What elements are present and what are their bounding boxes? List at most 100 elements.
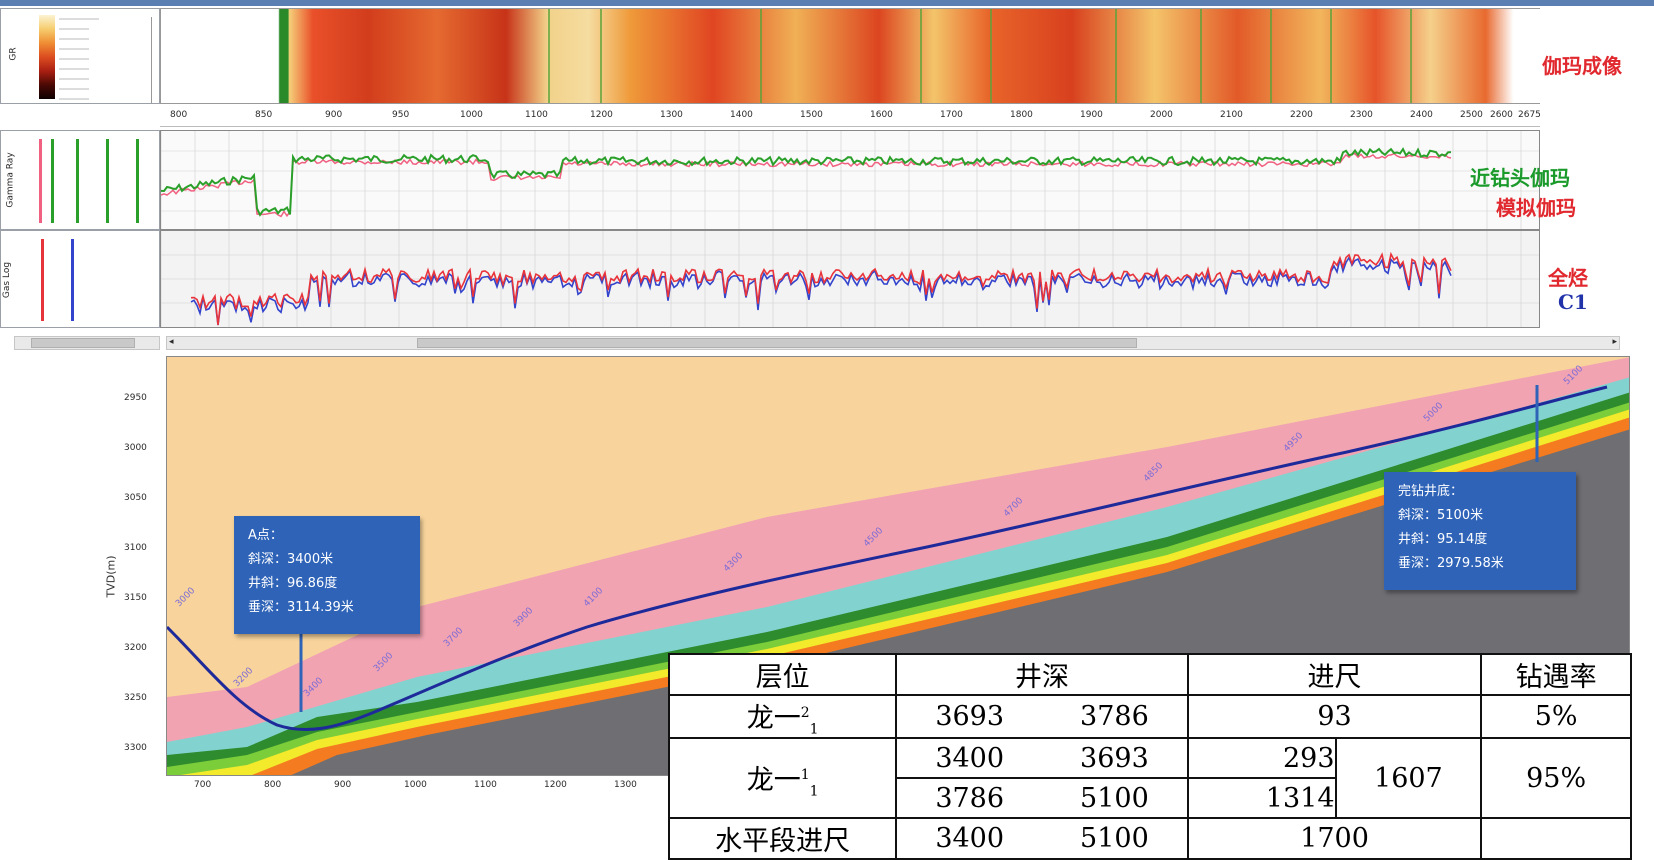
depth-from: 3400 xyxy=(895,737,1043,780)
x-tick: 800 xyxy=(264,780,282,790)
depth-tick: 800 xyxy=(170,110,188,120)
section-x-axis: 700 800 900 1000 1100 1200 1300 xyxy=(166,776,666,796)
depth-from: 3693 xyxy=(895,693,1043,740)
depth-tick: 950 xyxy=(392,110,410,120)
x-tick: 1300 xyxy=(614,780,637,790)
depth-to: 3786 xyxy=(1042,693,1189,740)
tvd-tick: 3000 xyxy=(124,443,147,453)
layer-cell: 龙一11 xyxy=(667,737,898,820)
footage-total: 1607 xyxy=(1334,737,1483,820)
scroll-left-arrow-icon[interactable]: ◂ xyxy=(169,337,174,347)
scroll-right-arrow-icon[interactable]: ▸ xyxy=(1612,337,1617,347)
depth-tick: 1900 xyxy=(1080,110,1103,120)
depth-axis: 800 850 900 950 1000 1100 1200 1300 1400… xyxy=(160,104,1541,127)
depth-from: 3786 xyxy=(895,777,1043,820)
depth-tick: 2200 xyxy=(1290,110,1313,120)
depth-tick: 1400 xyxy=(730,110,753,120)
gas-track-header: Gas Log xyxy=(2,261,13,299)
simulated-gamma-curve xyxy=(160,152,1452,218)
window-title-bar xyxy=(0,0,1654,6)
x-tick: 1200 xyxy=(544,780,567,790)
rate: 95% xyxy=(1480,737,1632,820)
callout-a-md: 斜深：3400米 xyxy=(248,552,334,567)
header-depth: 井深 xyxy=(895,653,1189,696)
footage: 1700 xyxy=(1186,817,1483,860)
well-trajectory xyxy=(167,385,1608,732)
tvd-tick: 3150 xyxy=(124,593,147,603)
x-tick: 700 xyxy=(194,780,212,790)
table-row: 3786 5100 1314 xyxy=(669,777,1631,820)
main-horizontal-scrollbar[interactable]: ◂ ▸ xyxy=(166,336,1620,350)
tvd-tick: 3050 xyxy=(124,493,147,503)
x-tick: 1100 xyxy=(474,780,497,790)
callout-a-tvd: 垂深：3114.39米 xyxy=(248,600,354,615)
gamma-legend-axis xyxy=(151,17,160,103)
footage: 93 xyxy=(1186,693,1483,740)
legend-line-pink xyxy=(39,139,42,223)
main-scrollbar-thumb[interactable] xyxy=(417,338,1137,348)
gamma-image-label: 伽玛成像 xyxy=(1542,54,1622,78)
gamma-track-plot xyxy=(160,131,1539,229)
callout-end-tvd: 垂深：2979.58米 xyxy=(1398,556,1504,571)
depth-tick: 2300 xyxy=(1350,110,1373,120)
legend-line-blue xyxy=(71,239,74,321)
simulated-gamma-label: 模拟伽玛 xyxy=(1496,196,1576,220)
footage-part: 293 xyxy=(1186,737,1337,780)
x-tick: 900 xyxy=(334,780,352,790)
legend-line-red xyxy=(41,239,44,321)
depth-tick: 1800 xyxy=(1010,110,1033,120)
legend-line-green xyxy=(106,139,109,223)
depth-tick: 2600 xyxy=(1490,110,1513,120)
end-point-callout: 完钻井底： 斜深：5100米 井斜：95.14度 垂深：2979.58米 xyxy=(1384,472,1576,590)
gas-track-legend: Gas Log xyxy=(0,230,160,328)
gamma-image-legend: GR xyxy=(0,8,160,104)
layer-cell: 水平段进尺 xyxy=(667,817,898,860)
gamma-color-scale xyxy=(39,15,55,99)
depth-tick: 1700 xyxy=(940,110,963,120)
header-rate: 钻遇率 xyxy=(1480,653,1632,696)
gamma-image-panel xyxy=(160,8,1541,104)
near-bit-gamma-curve xyxy=(160,147,1452,217)
depth-tick: 2675 xyxy=(1518,110,1541,120)
gas-track-panel xyxy=(160,230,1540,328)
callout-end-md: 斜深：5100米 xyxy=(1398,508,1484,523)
near-bit-gamma-label: 近钻头伽玛 xyxy=(1470,166,1570,190)
footage-part: 1314 xyxy=(1186,777,1337,820)
depth-tick: 2500 xyxy=(1460,110,1483,120)
section-y-axis: 2950 3000 3050 3100 3150 3200 3250 3300 xyxy=(110,356,162,776)
legend-line-green xyxy=(51,139,54,223)
left-scrollbar-thumb[interactable] xyxy=(31,338,135,348)
tvd-tick: 3250 xyxy=(124,693,147,703)
left-horizontal-scrollbar[interactable] xyxy=(14,336,160,350)
depth-tick: 2100 xyxy=(1220,110,1243,120)
total-gas-curve xyxy=(190,251,1452,326)
depth-tick: 1100 xyxy=(525,110,548,120)
tvd-tick: 2950 xyxy=(124,393,147,403)
drilling-stats-table: 层位 井深 进尺 钻遇率 龙一21 3693 3786 93 5% 龙一11 3… xyxy=(667,653,1632,860)
total-gas-label: 全烃 xyxy=(1548,266,1588,290)
gas-track-plot xyxy=(160,231,1539,327)
depth-tick: 1300 xyxy=(660,110,683,120)
depth-tick: 1000 xyxy=(460,110,483,120)
layer-cell: 龙一21 xyxy=(667,693,898,740)
depth-tick: 900 xyxy=(325,110,343,120)
callout-end-inclination: 井斜：95.14度 xyxy=(1398,532,1488,547)
table-row: 龙一21 3693 3786 93 5% xyxy=(667,693,1632,740)
depth-tick: 1500 xyxy=(800,110,823,120)
header-footage: 进尺 xyxy=(1186,653,1483,696)
depth-tick: 1600 xyxy=(870,110,893,120)
depth-to: 3693 xyxy=(1042,737,1189,780)
point-a-callout: A点： 斜深：3400米 井斜：96.86度 垂深：3114.39米 xyxy=(234,516,420,634)
callout-a-inclination: 井斜：96.86度 xyxy=(248,576,338,591)
c1-curve xyxy=(190,255,1452,326)
depth-tick: 850 xyxy=(255,110,273,120)
table-header-row: 层位 井深 进尺 钻遇率 xyxy=(667,653,1632,696)
depth-to: 5100 xyxy=(1042,817,1189,860)
table-row: 龙一11 3400 3693 293 1607 95% xyxy=(667,737,1632,820)
gamma-legend-scale-label: GR xyxy=(8,47,19,61)
tvd-tick: 3200 xyxy=(124,643,147,653)
c1-label: C1 xyxy=(1558,290,1588,314)
depth-tick: 1200 xyxy=(590,110,613,120)
legend-line-green xyxy=(76,139,79,223)
rate: 5% xyxy=(1480,693,1632,740)
